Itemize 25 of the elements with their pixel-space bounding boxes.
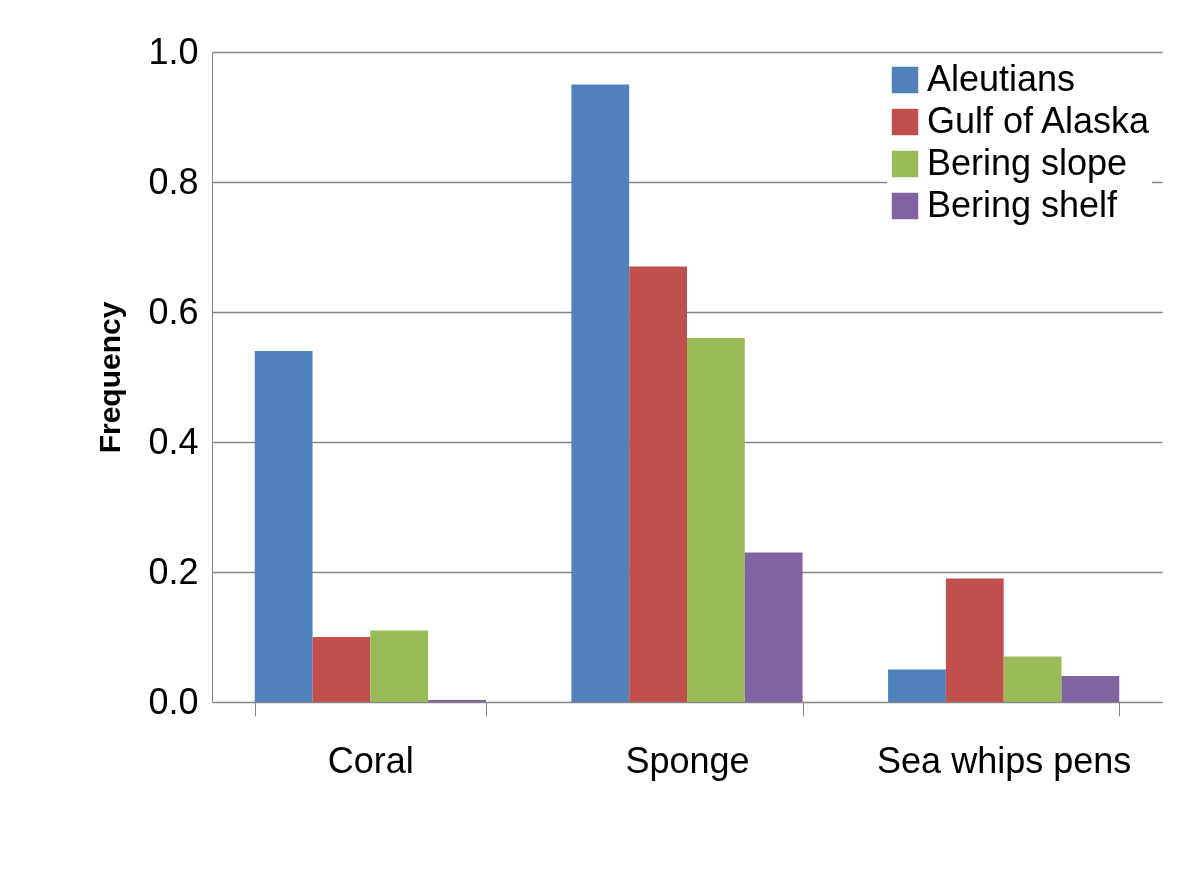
bar [1003,656,1062,702]
bar [312,637,371,702]
x-tick-label: Sponge [625,739,750,781]
x-tick-label: Coral [327,739,414,781]
legend-label: Gulf of Alaska [927,100,1151,141]
y-tick-label: 0.4 [148,420,199,462]
y-tick-label: 1.0 [148,30,199,72]
bar [629,266,687,702]
y-tick-label: 0.6 [148,290,199,332]
bar [254,351,313,702]
bar [1061,676,1120,702]
x-tick-label: Sea whips pens [877,739,1132,781]
bar [945,578,1004,702]
bar [370,630,429,702]
bar [888,669,946,702]
bar [744,552,803,702]
y-axis-title: Frequency [93,301,127,454]
bar [687,338,745,702]
legend-label: Bering slope [927,142,1128,183]
bar [571,84,630,702]
legend-label: Bering shelf [927,184,1119,225]
y-tick-label: 0.8 [148,160,199,202]
legend-label: Aleutians [927,58,1076,99]
y-tick-label: 0.0 [148,680,199,722]
y-tick-label: 0.2 [148,550,199,592]
